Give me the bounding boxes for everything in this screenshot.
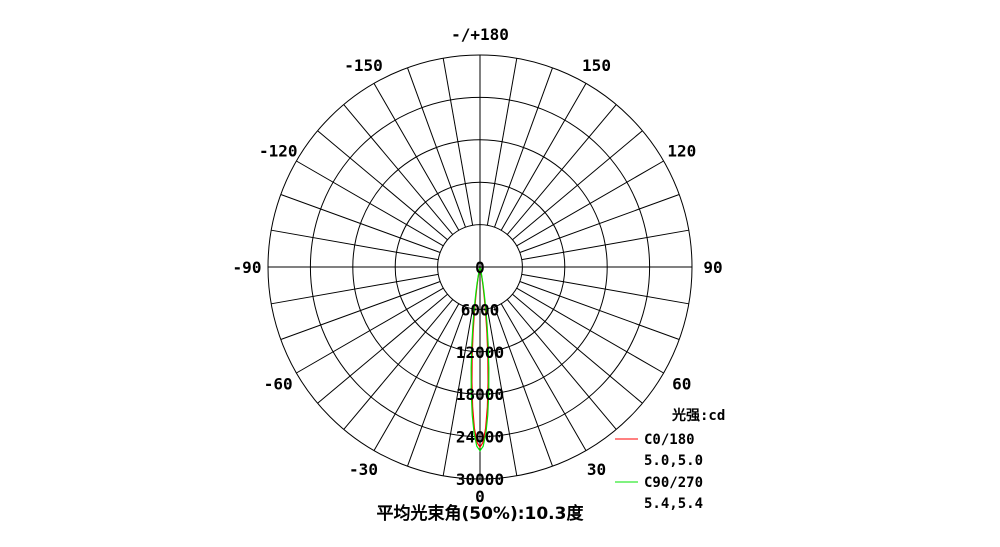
radial-tick-label: 12000 [456, 343, 504, 362]
radial-tick-labels: 0 6000 12000 18000 24000 30000 [456, 258, 504, 489]
radial-tick-label: 6000 [461, 300, 500, 319]
grid-spoke [343, 104, 454, 235]
angle-label: -60 [264, 375, 293, 394]
grid-spoke [519, 194, 680, 253]
legend-c0-half-angles: 5.0,5.0 [644, 453, 703, 469]
radial-tick-label: 18000 [456, 385, 504, 404]
grid-spoke [512, 293, 643, 404]
grid-spoke [506, 104, 617, 235]
radial-tick-label: 30000 [456, 470, 504, 489]
grid-spoke [280, 281, 441, 340]
grid-spoke [521, 229, 689, 261]
series-curve-C90-270 [470, 267, 490, 452]
angle-label: 30 [587, 460, 606, 479]
angle-label: 90 [703, 258, 722, 277]
angle-label: -90 [233, 258, 262, 277]
grid-spoke [486, 308, 518, 476]
unit-label: 光强:cd [671, 407, 725, 424]
grid-spoke [317, 293, 448, 404]
grid-spoke [512, 130, 643, 241]
beam-angle-footer: 平均光束角(50%):10.3度 [377, 503, 585, 524]
bottom-zero-label: 0 [475, 487, 485, 506]
grid-spoke [521, 273, 689, 305]
grid-spoke [500, 83, 587, 231]
grid-spoke [407, 306, 466, 467]
legend-c0-name: C0/180 [644, 432, 695, 448]
grid-spoke [317, 130, 448, 241]
grid-spoke [407, 67, 466, 228]
grid-spoke [516, 160, 664, 247]
polar-grid [267, 54, 693, 480]
grid-spoke [500, 303, 587, 451]
angle-label: -120 [259, 142, 298, 161]
angle-label: 60 [672, 375, 691, 394]
angle-label: 120 [667, 142, 696, 161]
grid-spoke [506, 299, 617, 430]
legend-c90-half-angles: 5.4,5.4 [644, 496, 703, 512]
grid-spoke [494, 67, 553, 228]
angle-label: -150 [344, 56, 383, 75]
grid-spoke [296, 287, 444, 374]
angle-labels: -/+180 -150 150 -120 120 -90 90 -60 60 -30 30 [233, 25, 723, 479]
angle-label: -/+180 [451, 25, 509, 44]
grid-spoke [519, 281, 680, 340]
grid-spoke [442, 308, 474, 476]
grid-spoke [280, 194, 441, 253]
intensity-curves [470, 266, 490, 452]
grid-spoke [373, 303, 460, 451]
grid-spoke [494, 306, 553, 467]
radial-tick-label: 0 [475, 258, 485, 277]
grid-spoke [271, 273, 439, 305]
legend-c90-name: C90/270 [644, 475, 703, 491]
grid-spoke [516, 287, 664, 374]
angle-label: -30 [349, 460, 378, 479]
grid-spoke [486, 58, 518, 226]
grid-spoke [373, 83, 460, 231]
grid-spoke [296, 160, 444, 247]
radial-tick-label: 24000 [456, 428, 504, 447]
grid-spoke [271, 229, 439, 261]
grid-spoke [442, 58, 474, 226]
angle-label: 150 [582, 56, 611, 75]
legend: 光强:cd C0/180 5.0,5.0 C90/270 5.4,5.4 [615, 407, 725, 512]
grid-spoke [343, 299, 454, 430]
